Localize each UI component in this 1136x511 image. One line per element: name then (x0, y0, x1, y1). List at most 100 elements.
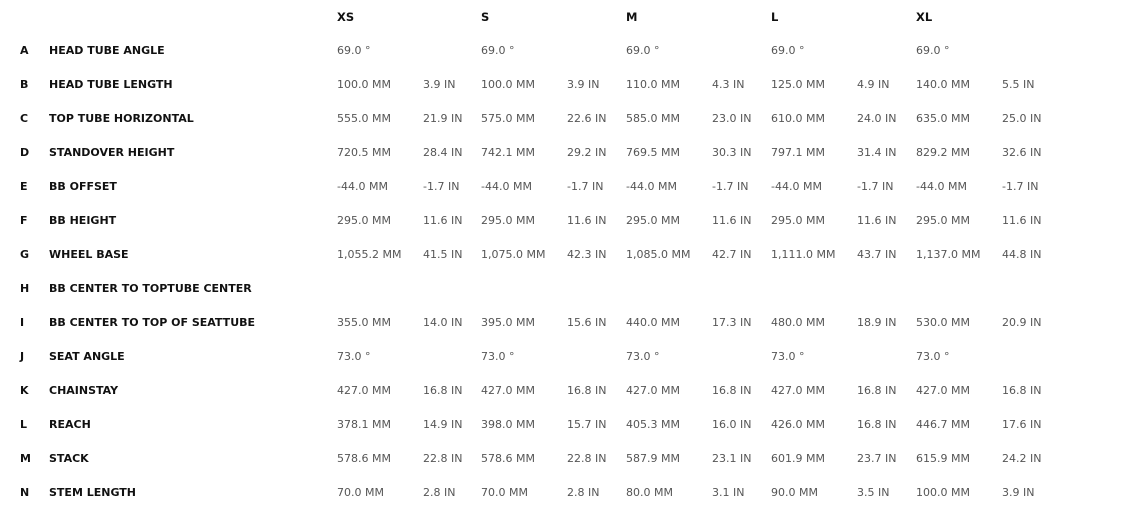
value-in: 25.0 IN (1002, 112, 1042, 125)
value-in: 5.5 IN (1002, 78, 1035, 91)
value-in: 3.9 IN (423, 78, 456, 91)
value-in: 42.7 IN (712, 248, 752, 261)
value-in: 23.7 IN (857, 452, 897, 465)
value-mm: 530.0 MM (916, 316, 970, 329)
value-mm: 742.1 MM (481, 146, 535, 159)
value-mm: 578.6 MM (337, 452, 391, 465)
value-mm: 1,055.2 MM (337, 248, 402, 261)
value-in: 44.8 IN (1002, 248, 1042, 261)
value-in: 43.7 IN (857, 248, 897, 261)
value-in: 15.7 IN (567, 418, 607, 431)
value-in: 30.3 IN (712, 146, 752, 159)
size-header-xs: XS (337, 10, 355, 24)
value-mm: -44.0 MM (481, 180, 532, 193)
value-in: 3.9 IN (567, 78, 600, 91)
value-mm: 797.1 MM (771, 146, 825, 159)
value-mm: 70.0 MM (337, 486, 384, 499)
value-in: 2.8 IN (567, 486, 600, 499)
row-letter: D (20, 146, 30, 159)
value-mm: 480.0 MM (771, 316, 825, 329)
value-mm: 427.0 MM (771, 384, 825, 397)
row-label: REACH (49, 418, 91, 431)
value-mm: 100.0 MM (481, 78, 535, 91)
value-in: 31.4 IN (857, 146, 897, 159)
value-in: 16.8 IN (1002, 384, 1042, 397)
value-mm: 69.0 ° (916, 44, 950, 57)
value-in: 11.6 IN (423, 214, 463, 227)
value-mm: 355.0 MM (337, 316, 391, 329)
value-in: 16.0 IN (712, 418, 752, 431)
value-in: 17.6 IN (1002, 418, 1042, 431)
value-in: -1.7 IN (712, 180, 749, 193)
row-label: BB CENTER TO TOPTUBE CENTER (49, 282, 252, 295)
value-in: 42.3 IN (567, 248, 607, 261)
value-mm: 426.0 MM (771, 418, 825, 431)
value-in: 28.4 IN (423, 146, 463, 159)
value-mm: 110.0 MM (626, 78, 680, 91)
value-mm: 587.9 MM (626, 452, 680, 465)
value-in: 23.0 IN (712, 112, 752, 125)
row-label: STEM LENGTH (49, 486, 136, 499)
row-letter: B (20, 78, 29, 91)
value-mm: 69.0 ° (481, 44, 515, 57)
value-mm: 73.0 ° (916, 350, 950, 363)
value-in: 11.6 IN (857, 214, 897, 227)
value-mm: 295.0 MM (916, 214, 970, 227)
value-mm: 405.3 MM (626, 418, 680, 431)
value-in: 14.9 IN (423, 418, 463, 431)
row-letter: N (20, 486, 30, 499)
row-label: BB CENTER TO TOP OF SEATTUBE (49, 316, 256, 329)
value-in: 3.9 IN (1002, 486, 1035, 499)
value-in: 22.8 IN (567, 452, 607, 465)
value-mm: 427.0 MM (626, 384, 680, 397)
row-letter: M (20, 452, 31, 465)
size-header-s: S (481, 10, 490, 24)
value-in: 18.9 IN (857, 316, 897, 329)
value-in: 14.0 IN (423, 316, 463, 329)
value-mm: 73.0 ° (771, 350, 805, 363)
value-in: 23.1 IN (712, 452, 752, 465)
value-in: 24.2 IN (1002, 452, 1042, 465)
row-letter: L (20, 418, 28, 431)
value-mm: 295.0 MM (626, 214, 680, 227)
value-in: 24.0 IN (857, 112, 897, 125)
row-label: WHEEL BASE (49, 248, 129, 261)
value-mm: 70.0 MM (481, 486, 528, 499)
value-in: 20.9 IN (1002, 316, 1042, 329)
value-in: 16.8 IN (857, 384, 897, 397)
row-letter: K (20, 384, 29, 397)
size-header-m: M (626, 10, 638, 24)
value-mm: 578.6 MM (481, 452, 535, 465)
value-mm: 427.0 MM (481, 384, 535, 397)
row-label: TOP TUBE HORIZONTAL (49, 112, 194, 125)
value-in: 16.8 IN (712, 384, 752, 397)
row-label: HEAD TUBE ANGLE (49, 44, 165, 57)
row-letter: H (20, 282, 30, 295)
value-mm: 720.5 MM (337, 146, 391, 159)
value-in: -1.7 IN (857, 180, 894, 193)
value-mm: 446.7 MM (916, 418, 970, 431)
value-mm: 610.0 MM (771, 112, 825, 125)
row-label: BB OFFSET (49, 180, 117, 193)
value-in: 3.5 IN (857, 486, 890, 499)
row-label: HEAD TUBE LENGTH (49, 78, 173, 91)
size-header-l: L (771, 10, 779, 24)
value-in: -1.7 IN (423, 180, 460, 193)
value-in: 22.8 IN (423, 452, 463, 465)
value-mm: 295.0 MM (481, 214, 535, 227)
value-mm: 440.0 MM (626, 316, 680, 329)
row-label: STANDOVER HEIGHT (49, 146, 175, 159)
value-mm: 378.1 MM (337, 418, 391, 431)
row-letter: C (20, 112, 29, 125)
row-letter: F (20, 214, 28, 227)
value-in: 3.1 IN (712, 486, 745, 499)
value-mm: 295.0 MM (771, 214, 825, 227)
value-mm: 1,075.0 MM (481, 248, 546, 261)
value-mm: 73.0 ° (337, 350, 371, 363)
value-in: 11.6 IN (1002, 214, 1042, 227)
value-in: 4.9 IN (857, 78, 890, 91)
value-in: 16.8 IN (857, 418, 897, 431)
value-mm: -44.0 MM (626, 180, 677, 193)
value-mm: 125.0 MM (771, 78, 825, 91)
row-label: CHAINSTAY (49, 384, 119, 397)
